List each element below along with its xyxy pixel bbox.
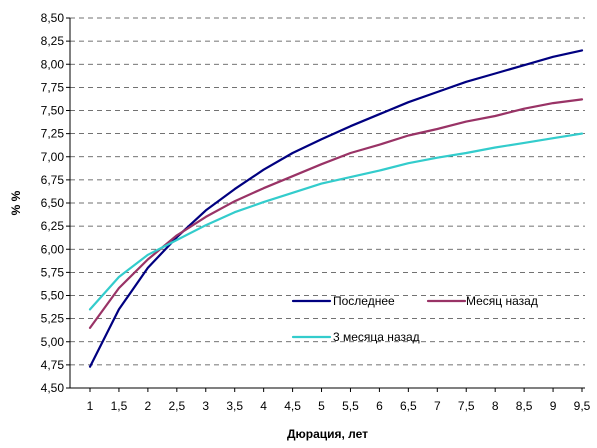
series-line-latest <box>88 49 584 368</box>
y-axis-title: % % <box>9 190 23 215</box>
series-line-month-ago <box>88 98 584 329</box>
x-tick-label-1-5: 1,5 <box>111 399 128 413</box>
y-tick-label-6-75: 6,75 <box>41 173 65 187</box>
y-tick-labels: 4,50 4,75 5,00 5,25 5,50 5,75 6,00 6,25 6,50 6,75… <box>41 11 70 395</box>
legend-label-3-months-ago: 3 месяца назад <box>333 330 420 344</box>
x-tick-label-4-5: 4,5 <box>284 399 301 413</box>
x-tick-label-7: 7 <box>434 399 441 413</box>
x-tick-label-2-5: 2,5 <box>168 399 185 413</box>
x-tick-labels: 1 1,5 2 2,5 3 3,5 4 4,5 5 5,5 6 6,5 7 7,5 8 8,5 9 9,5 <box>87 388 591 413</box>
y-tick-label-8-50: 8,50 <box>41 11 65 25</box>
series-line-3-months-ago <box>88 132 584 311</box>
x-tick-label-3: 3 <box>202 399 209 413</box>
x-tick-label-4: 4 <box>260 399 267 413</box>
x-tick-label-8: 8 <box>492 399 499 413</box>
y-tick-label-5-25: 5,25 <box>41 312 65 326</box>
y-tick-label-8-00: 8,00 <box>41 57 65 71</box>
x-tick-label-9: 9 <box>550 399 557 413</box>
legend-item-latest: Последнее <box>291 294 395 308</box>
x-tick-label-6: 6 <box>376 399 383 413</box>
x-tick-label-5: 5 <box>318 399 325 413</box>
legend-label-month-ago: Месяц назад <box>466 294 538 308</box>
y-tick-label-5-00: 5,00 <box>41 335 65 349</box>
x-tick-label-2: 2 <box>145 399 152 413</box>
x-axis-title: Дюрация, лет <box>287 427 368 441</box>
y-tick-label-5-50: 5,50 <box>41 289 65 303</box>
legend: Последнее Месяц назад 3 месяца назад <box>291 294 538 344</box>
x-tick-label-5-5: 5,5 <box>342 399 359 413</box>
y-tick-label-4-50: 4,50 <box>41 381 65 395</box>
x-tick-label-6-5: 6,5 <box>400 399 417 413</box>
y-tick-label-7-00: 7,00 <box>41 150 65 164</box>
y-tick-label-6-25: 6,25 <box>41 219 65 233</box>
series-lines <box>88 49 584 368</box>
legend-item-month-ago: Месяц назад <box>426 294 538 308</box>
y-tick-label-7-50: 7,50 <box>41 104 65 118</box>
x-tick-label-3-5: 3,5 <box>226 399 243 413</box>
y-tick-label-7-75: 7,75 <box>41 80 65 94</box>
legend-label-latest: Последнее <box>333 294 395 308</box>
y-tick-label-8-25: 8,25 <box>41 34 65 48</box>
axes <box>69 18 585 389</box>
y-tick-label-6-00: 6,00 <box>41 242 65 256</box>
y-tick-label-6-50: 6,50 <box>41 196 65 210</box>
x-tick-label-1: 1 <box>87 399 94 413</box>
y-tick-label-4-75: 4,75 <box>41 358 65 372</box>
y-tick-label-5-75: 5,75 <box>41 265 65 279</box>
y-tick-label-7-25: 7,25 <box>41 127 65 141</box>
x-tick-label-7-5: 7,5 <box>458 399 475 413</box>
x-tick-label-9-5: 9,5 <box>574 399 591 413</box>
x-tick-label-8-5: 8,5 <box>516 399 533 413</box>
legend-item-3-months-ago: 3 месяца назад <box>291 330 420 344</box>
grid-lines <box>70 17 585 366</box>
